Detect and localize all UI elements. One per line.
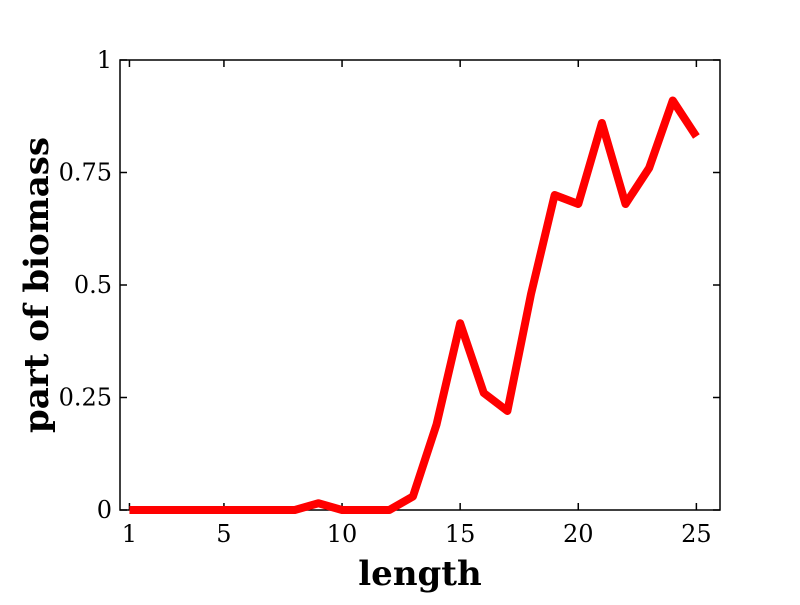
x-tick-label: 1	[122, 520, 137, 548]
series-layer	[129, 100, 696, 510]
plot-frame	[120, 60, 720, 510]
y-tick-label: 0.25	[59, 384, 112, 412]
x-axis-label: length	[358, 554, 481, 594]
y-tick-label: 0.5	[74, 271, 112, 299]
x-tick-label: 25	[681, 520, 712, 548]
series-line	[129, 101, 696, 511]
x-tick-label: 20	[563, 520, 594, 548]
x-tick-label: 10	[327, 520, 358, 548]
y-axis-ticks: 0 0.25 0.5 0.75 1	[59, 46, 720, 524]
y-tick-label: 0	[97, 496, 112, 524]
y-tick-label: 0.75	[59, 159, 112, 187]
y-tick-label: 1	[97, 46, 112, 74]
y-axis-label: part of biomass	[17, 137, 57, 433]
x-tick-label: 15	[445, 520, 476, 548]
x-tick-label: 5	[216, 520, 231, 548]
